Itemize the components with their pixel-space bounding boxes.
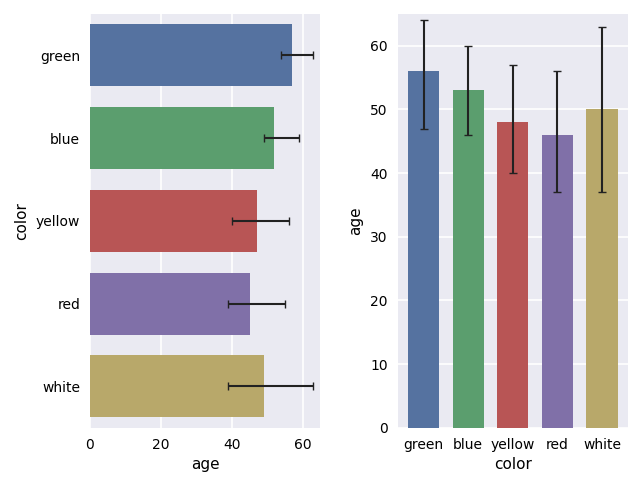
Bar [408, 71, 439, 428]
Bar [90, 107, 274, 169]
Bar [90, 190, 257, 252]
Bar [542, 135, 573, 428]
Bar [586, 109, 618, 428]
Bar [90, 24, 292, 87]
X-axis label: age: age [191, 457, 220, 472]
Y-axis label: age: age [348, 207, 363, 235]
Bar [453, 90, 484, 428]
Bar [497, 122, 528, 428]
Y-axis label: color: color [14, 202, 29, 240]
Bar [90, 273, 250, 335]
Bar [90, 355, 264, 417]
X-axis label: color: color [494, 457, 532, 472]
